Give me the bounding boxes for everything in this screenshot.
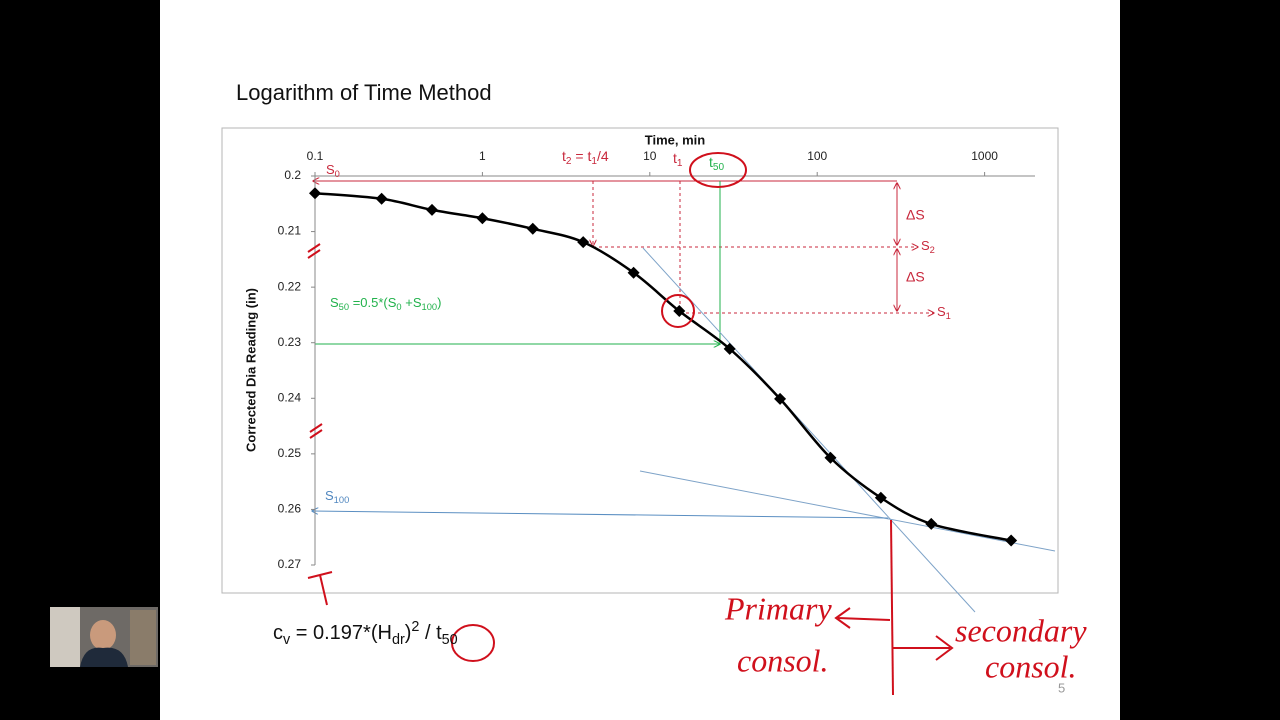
annotation-s50-part: =0.5*(S — [349, 295, 397, 310]
formula-part: c — [273, 622, 283, 644]
data-point — [925, 517, 938, 530]
formula-part: 50 — [442, 632, 458, 648]
annotation-s100-part: S — [325, 488, 334, 503]
data-point — [824, 451, 837, 464]
y-tick-label: 0.27 — [278, 557, 302, 571]
x-tick-label: 100 — [807, 149, 827, 163]
data-point — [627, 266, 640, 279]
annotation-s1-part: 1 — [946, 311, 951, 321]
annotation-s100: S100 — [325, 488, 349, 505]
annotation-s50-part: +S — [402, 295, 422, 310]
annotation-t1-part: t — [673, 150, 677, 166]
annotation-delta-s: ΔS — [906, 207, 925, 223]
annotation-s100-part: 100 — [334, 495, 350, 505]
data-point — [526, 222, 539, 235]
formula-part: / t — [419, 622, 442, 644]
y-tick-label: 0.25 — [278, 446, 302, 460]
formula-part: = 0.197*(H — [290, 622, 392, 644]
annotation-s50-part: ) — [437, 295, 441, 310]
x-axis-title: Time, min — [645, 132, 706, 147]
annotation-s50: S50 =0.5*(S0 +S100) — [330, 295, 441, 312]
x-tick-label: 1 — [479, 149, 486, 163]
annotation-s0-part: 0 — [335, 169, 340, 179]
data-point — [426, 203, 439, 216]
plot: 0.1 1 10 100 10000.20.210.220.230.240.250.26… — [278, 149, 1035, 571]
handwritten-note: secondary — [955, 612, 1087, 648]
construction-lines — [312, 181, 1056, 613]
data-point — [723, 342, 736, 355]
formula-part: v — [283, 632, 291, 648]
formula-part: 2 — [411, 619, 419, 635]
x-tick-label: 10 — [643, 149, 657, 163]
annotation-s0: S0 — [326, 162, 340, 179]
annotation-delta-s: ΔS — [906, 269, 925, 285]
annotation-t2-part: = t — [572, 148, 592, 164]
formula-part: dr — [392, 632, 405, 648]
annotation-t2-part: t — [562, 148, 566, 164]
annotation-t50-part: 50 — [713, 162, 725, 173]
handwritten-note: consol. — [985, 648, 1077, 684]
y-tick-label: 0.21 — [278, 224, 302, 238]
annotation-s1-part: S — [937, 304, 946, 319]
y-tick-label: 0.22 — [278, 279, 302, 293]
annotation-s0-part: S — [326, 162, 335, 177]
annotation-s50-part: 0 — [396, 302, 401, 312]
annotation-t2: t2 = t1/4 — [562, 148, 609, 167]
data-point — [874, 491, 887, 504]
annotation-s2-part: S — [921, 238, 930, 253]
data-point — [673, 305, 686, 318]
annotation-s2: S2 — [921, 238, 935, 255]
formula-part: ) — [405, 622, 412, 644]
handwritten-note: consol. — [737, 642, 829, 678]
annotation-s1: S1 — [937, 304, 951, 321]
webcam — [50, 607, 158, 667]
annotation-t2-part: 1 — [591, 156, 597, 167]
data-point — [577, 236, 590, 249]
data-point — [476, 212, 489, 225]
formula: cv = 0.197*(Hdr)2 / t50 — [273, 619, 458, 648]
page-number: 5 — [1058, 680, 1065, 695]
data-point — [774, 392, 787, 405]
x-tick-label: 1000 — [971, 149, 998, 163]
annotation-s50-part: S — [330, 295, 339, 310]
data-point — [1005, 534, 1018, 547]
y-tick-label: 0.24 — [278, 390, 302, 404]
annotation-t50: t50 — [709, 154, 724, 173]
x-tick-label: 0.1 — [307, 149, 324, 163]
handwritten-note: Primary — [724, 590, 832, 626]
annotation-s50-part: 50 — [339, 302, 349, 312]
data-point — [309, 187, 321, 200]
annotation-t1-part: 1 — [677, 158, 683, 169]
slide-title: Logarithm of Time Method — [236, 80, 492, 105]
annotation-s2-part: 2 — [930, 245, 935, 255]
y-tick-label: 0.2 — [284, 168, 301, 182]
annotation-s50-part: 100 — [422, 302, 438, 312]
annotation-t2-part: /4 — [597, 148, 609, 164]
chart-frame — [221, 127, 1059, 594]
annotation-t2-part: 2 — [566, 156, 572, 167]
handwriting-strokes — [307, 152, 954, 696]
annotation-t1: t1 — [673, 150, 683, 169]
data-point — [375, 192, 388, 205]
y-tick-label: 0.23 — [278, 335, 302, 349]
y-tick-label: 0.26 — [278, 502, 302, 516]
y-axis-title: Corrected Dia Reading (in) — [243, 288, 258, 452]
annotation-t50-part: t — [709, 154, 713, 170]
slide-background — [160, 0, 1120, 720]
